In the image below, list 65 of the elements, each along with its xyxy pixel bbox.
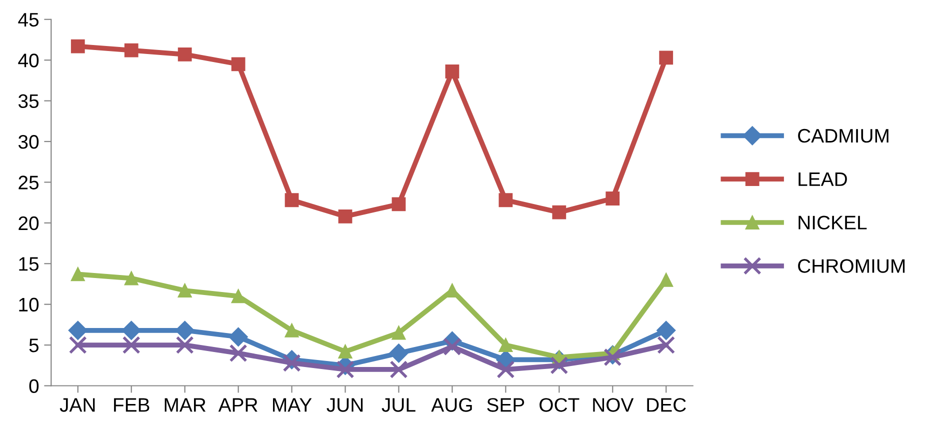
point: [498, 338, 513, 352]
y-tick-label: 25: [18, 176, 39, 190]
point: [284, 323, 299, 338]
point: [445, 64, 460, 78]
point: [604, 348, 622, 366]
x-tick-label: MAY: [273, 398, 312, 412]
legend-label: CHROMIUM: [798, 259, 905, 273]
point: [122, 320, 141, 340]
point: [443, 338, 462, 356]
point: [498, 193, 513, 208]
point: [229, 344, 248, 362]
point: [392, 326, 406, 340]
point: [228, 327, 248, 346]
x-tick-label: JUL: [382, 398, 416, 412]
point: [70, 39, 85, 54]
point: [659, 272, 674, 287]
y-tick-label: 10: [19, 298, 39, 312]
x-tick-label: NOV: [593, 398, 634, 412]
y-tick-label: 20: [18, 216, 39, 230]
point: [68, 336, 87, 354]
legend-label: CADMIUM: [798, 128, 888, 143]
point: [68, 320, 88, 340]
y-tick-label: 0: [29, 379, 39, 393]
y-tick-label: 40: [18, 54, 39, 68]
point: [178, 47, 192, 62]
point: [552, 205, 566, 220]
point: [176, 336, 194, 354]
point: [550, 356, 568, 374]
point: [338, 344, 352, 358]
x-tick-label: SEP: [487, 398, 524, 412]
point: [175, 320, 194, 340]
point: [389, 344, 408, 363]
point: [124, 43, 138, 58]
point: [657, 336, 676, 354]
point: [659, 50, 674, 65]
y-tick-label: 15: [19, 257, 39, 271]
x-tick-label: APR: [218, 398, 258, 412]
y-tick-label: 45: [18, 13, 39, 27]
point: [496, 360, 515, 378]
point: [124, 271, 138, 286]
legend-label: NICKEL: [798, 216, 867, 230]
point: [122, 336, 140, 354]
legend-label: LEAD: [798, 172, 847, 186]
x-tick-label: DEC: [647, 398, 686, 412]
point: [231, 289, 246, 304]
x-tick-label: OCT: [540, 398, 580, 412]
point: [338, 209, 352, 224]
point: [284, 193, 299, 208]
x-tick-label: AUG: [431, 398, 472, 412]
point: [282, 354, 301, 372]
x-tick-label: JAN: [60, 398, 95, 412]
x-tick-label: FEB: [114, 398, 150, 412]
point: [392, 197, 406, 212]
point: [606, 192, 620, 206]
x-tick-label: JUN: [326, 398, 363, 412]
point: [231, 57, 246, 72]
point: [656, 320, 676, 340]
point: [336, 360, 354, 378]
y-tick-label: 5: [29, 338, 39, 352]
x-tick-label: MAR: [164, 398, 206, 412]
y-tick-label: 30: [18, 134, 39, 149]
y-tick-label: 35: [18, 94, 39, 108]
point: [390, 360, 408, 378]
point: [178, 284, 192, 298]
point: [70, 267, 85, 282]
